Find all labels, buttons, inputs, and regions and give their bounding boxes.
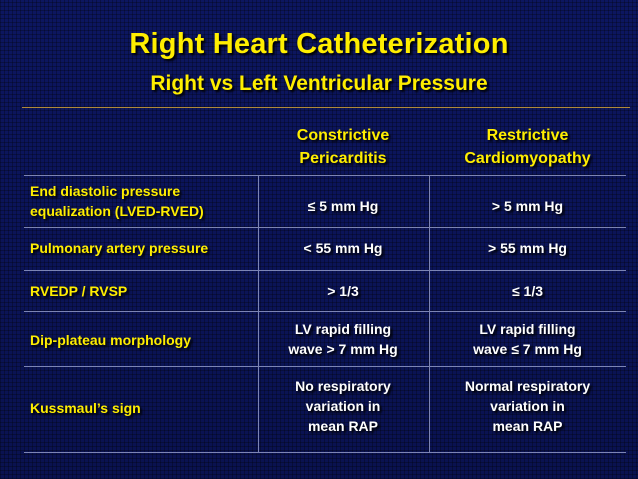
cell-constrictive-rvedp-rvsp: > 1/3 [258,281,428,301]
row-label-line: Dip-plateau morphology [30,332,191,348]
cell-line: wave ≤ 7 mm Hg [473,341,582,357]
title-divider [22,107,630,108]
column-header-line: Constrictive [296,127,390,144]
cell-restrictive-dip-plateau: LV rapid filling wave ≤ 7 mm Hg [430,319,625,359]
cell-line: wave > 7 mm Hg [288,341,398,357]
column-header-constrictive: Constrictive Pericarditis [258,124,428,170]
cell-restrictive-rvedp-rvsp: ≤ 1/3 [430,281,625,301]
cell-constrictive-dip-plateau: LV rapid filling wave > 7 mm Hg [258,319,428,359]
table-rule [24,452,626,453]
row-label-line: End diastolic pressure [30,183,181,199]
table-rule [24,175,626,176]
column-header-restrictive: Restrictive Cardiomyopathy [430,124,625,170]
cell-line: variation in [490,398,565,414]
row-label-kussmaul: Kussmaul’s sign [30,398,260,418]
cell-line: LV rapid filling [479,321,576,337]
cell-line: LV rapid filling [294,321,392,337]
table-rule [24,311,626,312]
slide-title: Right Heart Catheterization [129,28,509,60]
row-label-ed-pressure: End diastolic pressure equalization (LVE… [30,181,260,221]
row-label-line: Pulmonary artery pressure [30,240,209,256]
slide-subtitle: Right vs Left Ventricular Pressure [150,72,488,95]
cell-line: > 1/3 [327,283,359,299]
row-label-pa-pressure: Pulmonary artery pressure [30,238,260,258]
cell-line: ≤ 5 mm Hg [307,198,379,214]
row-label-line: RVEDP / RVSP [30,283,128,299]
cell-line: > 5 mm Hg [491,198,564,214]
cell-line: > 55 mm Hg [488,240,567,256]
cell-line: Normal respiratory [464,378,591,394]
cell-restrictive-kussmaul: Normal respiratory variation in mean RAP [430,376,625,436]
table-rule [24,227,626,228]
cell-line: mean RAP [307,418,379,434]
cell-restrictive-pa-pressure: > 55 mm Hg [430,238,625,258]
column-header-line: Pericarditis [299,150,387,167]
column-header-line: Restrictive [486,127,569,144]
cell-constrictive-pa-pressure: < 55 mm Hg [258,238,428,258]
row-label-line: equalization (LVED-RVED) [30,203,204,219]
cell-line: variation in [305,398,381,414]
cell-constrictive-ed-pressure: ≤ 5 mm Hg [258,196,428,216]
cell-restrictive-ed-pressure: > 5 mm Hg [430,196,625,216]
table-column-divider [258,175,259,452]
row-label-line: Kussmaul’s sign [30,400,141,416]
cell-constrictive-kussmaul: No respiratory variation in mean RAP [258,376,428,436]
row-label-dip-plateau: Dip-plateau morphology [30,330,260,350]
cell-line: No respiratory [295,378,391,394]
cell-line: mean RAP [492,418,563,434]
column-header-line: Cardiomyopathy [464,150,591,167]
cell-line: < 55 mm Hg [303,240,383,256]
table-column-divider [429,175,430,452]
table-rule [24,270,626,271]
table-rule [24,366,626,367]
row-label-rvedp-rvsp: RVEDP / RVSP [30,281,260,301]
cell-line: ≤ 1/3 [511,283,544,299]
